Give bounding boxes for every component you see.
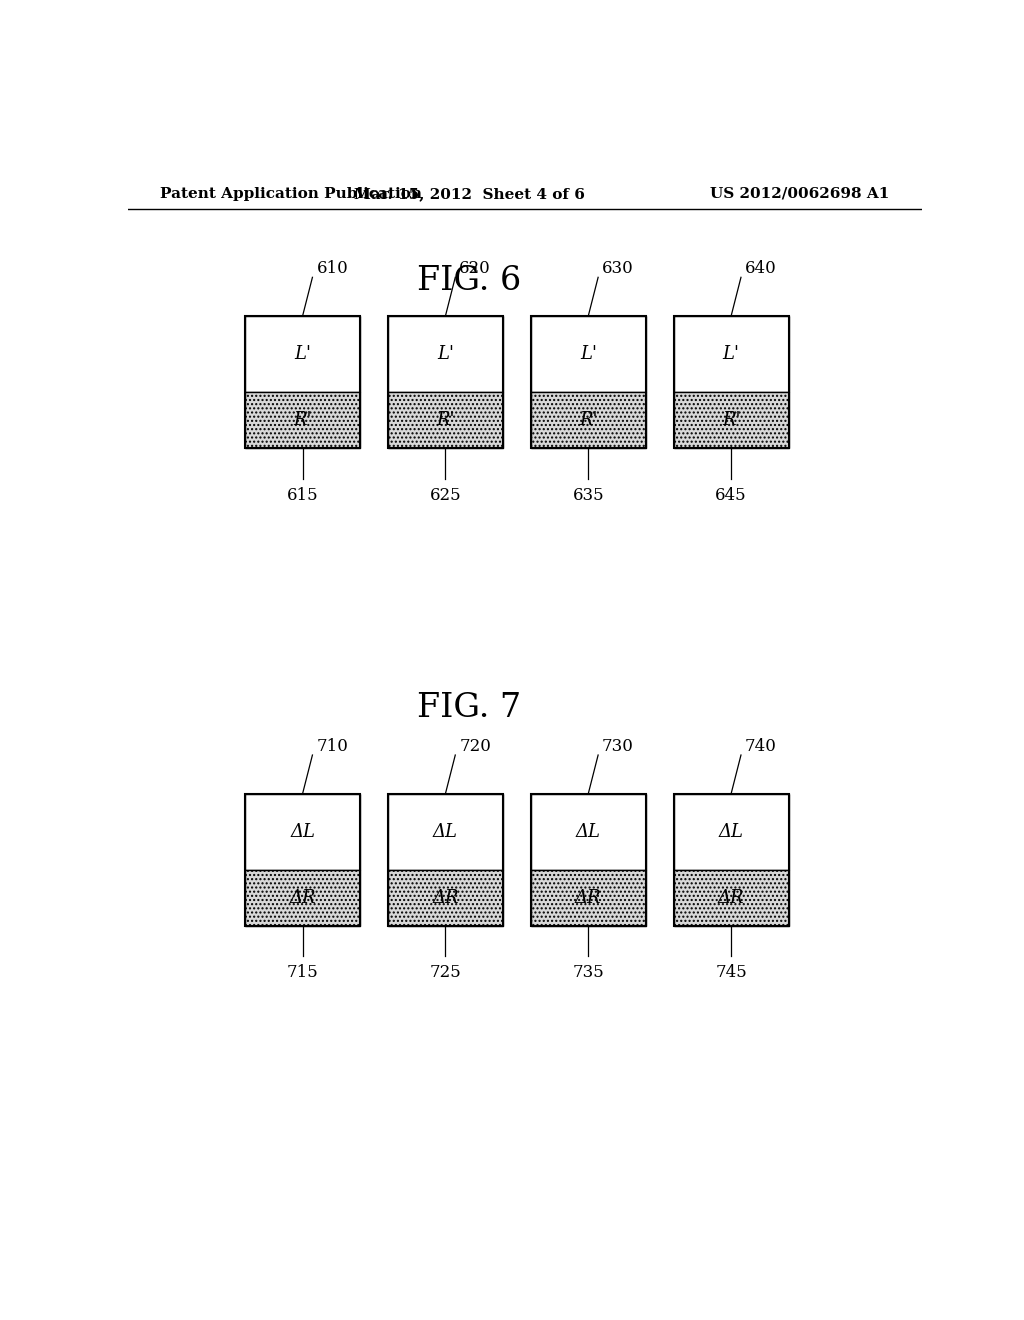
Text: ΔL: ΔL bbox=[433, 822, 458, 841]
Text: 615: 615 bbox=[287, 487, 318, 504]
Text: 645: 645 bbox=[716, 487, 746, 504]
Bar bbox=[388, 315, 503, 392]
Bar bbox=[674, 793, 788, 870]
Text: L': L' bbox=[437, 345, 454, 363]
Bar bbox=[674, 315, 788, 447]
Text: 740: 740 bbox=[744, 738, 777, 755]
Bar bbox=[674, 793, 788, 925]
Text: 625: 625 bbox=[430, 487, 461, 504]
Text: 630: 630 bbox=[602, 260, 634, 277]
Bar bbox=[530, 315, 646, 392]
Bar bbox=[245, 315, 360, 392]
Text: L': L' bbox=[723, 345, 739, 363]
Bar bbox=[388, 870, 503, 925]
Text: Mar. 15, 2012  Sheet 4 of 6: Mar. 15, 2012 Sheet 4 of 6 bbox=[354, 187, 585, 201]
Text: ΔR: ΔR bbox=[575, 888, 601, 907]
Text: 720: 720 bbox=[459, 738, 492, 755]
Text: US 2012/0062698 A1: US 2012/0062698 A1 bbox=[711, 187, 890, 201]
Text: R': R' bbox=[436, 411, 455, 429]
Bar bbox=[388, 315, 503, 447]
Bar bbox=[245, 315, 360, 447]
Text: R': R' bbox=[579, 411, 598, 429]
Bar bbox=[674, 315, 788, 392]
Text: ΔR: ΔR bbox=[718, 888, 744, 907]
Bar bbox=[530, 793, 646, 870]
Text: FIG. 6: FIG. 6 bbox=[417, 265, 521, 297]
Text: 745: 745 bbox=[715, 965, 748, 981]
Bar bbox=[388, 392, 503, 447]
Text: ΔL: ΔL bbox=[719, 822, 743, 841]
Bar bbox=[530, 870, 646, 925]
Bar bbox=[674, 870, 788, 925]
Text: R': R' bbox=[722, 411, 740, 429]
Bar bbox=[530, 315, 646, 447]
Text: 710: 710 bbox=[316, 738, 348, 755]
Bar bbox=[245, 870, 360, 925]
Text: Patent Application Publication: Patent Application Publication bbox=[160, 187, 422, 201]
Text: L': L' bbox=[294, 345, 311, 363]
Bar bbox=[530, 793, 646, 925]
Text: R': R' bbox=[293, 411, 312, 429]
Text: ΔR: ΔR bbox=[290, 888, 315, 907]
Bar bbox=[245, 392, 360, 447]
Text: 725: 725 bbox=[429, 965, 462, 981]
Text: 640: 640 bbox=[744, 260, 776, 277]
Text: 610: 610 bbox=[316, 260, 348, 277]
Bar bbox=[245, 793, 360, 870]
Bar bbox=[245, 793, 360, 925]
Text: 735: 735 bbox=[572, 965, 604, 981]
Text: 715: 715 bbox=[287, 965, 318, 981]
Text: ΔL: ΔL bbox=[290, 822, 315, 841]
Text: 635: 635 bbox=[572, 487, 604, 504]
Bar bbox=[530, 392, 646, 447]
Text: ΔL: ΔL bbox=[575, 822, 601, 841]
Text: L': L' bbox=[580, 345, 597, 363]
Text: 730: 730 bbox=[602, 738, 634, 755]
Text: 620: 620 bbox=[459, 260, 490, 277]
Bar bbox=[388, 793, 503, 925]
Bar bbox=[388, 793, 503, 870]
Text: ΔR: ΔR bbox=[432, 888, 459, 907]
Bar bbox=[674, 392, 788, 447]
Text: FIG. 7: FIG. 7 bbox=[417, 692, 521, 723]
